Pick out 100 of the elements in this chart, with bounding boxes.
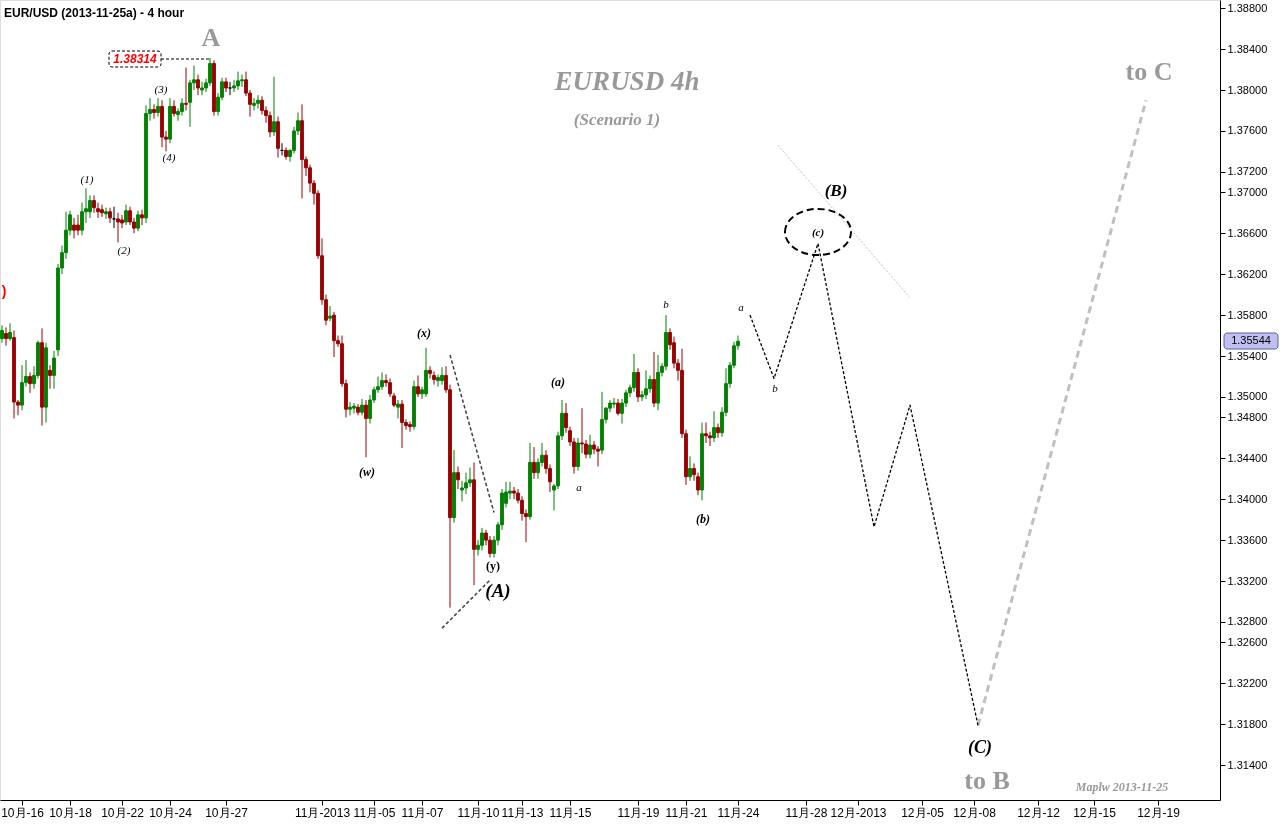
candlestick [356,403,360,416]
x-tick-label: 10月-18 [49,805,93,820]
x-tick-label: 11月-21 [665,805,708,820]
annotation: (C) [968,737,992,758]
candlestick [284,146,288,161]
y-tick-label: 1.34400 [1227,451,1268,464]
x-tick-label: 10月-16 [1,805,45,820]
annotation: EURUSD 4h [553,66,700,96]
candlestick [72,217,76,239]
candlestick [576,437,580,472]
candlestick [172,99,176,118]
candlestick [124,204,128,226]
x-tick-label: 11月-19 [617,805,660,820]
y-tick-label: 1.36600 [1227,226,1268,239]
annotation: (Scenario 1) [573,110,661,129]
y-tick-label: 1.37200 [1227,165,1268,178]
annotation: (4) [162,151,176,164]
annotation: (2) [117,244,131,257]
candlestick [236,71,240,91]
candlestick [712,410,716,443]
candlestick [436,373,440,388]
x-tick-label: 10月-24 [149,805,193,820]
candlestick [272,76,276,137]
candlestick [612,397,616,409]
candlestick [4,326,8,347]
x-tick-label: 11月-24 [717,805,760,820]
y-tick-label: 1.33200 [1227,574,1268,587]
y-tick-label: 1.38400 [1227,42,1268,55]
candlestick [180,97,184,117]
annotation: (c) [811,226,825,239]
x-tick-label: 10月-22 [101,805,145,820]
x-tick-label: 11月-15 [549,805,592,820]
annotation: (A) [485,580,511,602]
x-tick-label: 12月-08 [953,805,997,820]
candlestick [396,399,400,419]
candlestick [688,455,692,482]
candlestick [432,370,436,386]
x-tick-label: 12月-2013 [830,805,887,820]
y-tick-label: 1.35000 [1227,390,1268,403]
candlestick [416,374,420,398]
candlestick [588,434,592,459]
text: EUR/USD (2013-11-25a) - 4 hour [4,6,185,20]
candlestick [596,445,600,467]
candlestick [364,399,368,458]
x-tick-label: 10月-27 [205,805,249,820]
candlestick [400,399,404,449]
y-tick-label: 1.35400 [1227,349,1268,362]
candlestick [716,423,720,439]
y-tick-label: 1.33600 [1227,533,1268,546]
candlestick [580,407,584,454]
candlestick [28,371,32,394]
annotation: (w) [359,465,375,479]
y-tick-label: 1.37600 [1227,124,1268,137]
candlestick [0,324,4,344]
x-tick-label: 11月-07 [401,805,444,820]
candlestick [652,351,656,408]
x-tick-label: 11月-10 [457,805,500,820]
candlestick [108,207,112,224]
candlestick [136,210,140,232]
annotation: a [576,481,583,493]
candlestick [116,212,120,243]
annotation: (y) [486,559,500,573]
candlestick [100,204,104,218]
y-tick-label: 1.32200 [1227,676,1268,689]
candlestick [440,366,444,386]
y-tick-label: 1.35800 [1227,308,1268,321]
annotation: b [663,298,670,310]
candlestick [512,486,516,500]
annotation: (x) [417,326,431,340]
y-tick-label: 1.34800 [1227,410,1268,423]
candlestick [92,194,96,214]
x-tick-label: 11月-2013 [294,805,351,820]
candlestick [200,81,204,96]
candlestick [52,350,56,390]
annotation: b [772,382,779,394]
x-tick-label: 11月-05 [353,805,396,820]
x-tick-label: 11月-13 [501,805,544,820]
candlestick [156,97,160,118]
candlestick [104,207,108,220]
candlestick [380,371,384,391]
y-tick-label: 1.38800 [1227,1,1268,14]
candlestick [152,103,156,120]
annotation: (3) [154,83,168,96]
candlestick [240,74,244,88]
y-tick-label: 1.32600 [1227,635,1268,648]
annotation: A [201,23,221,52]
candlestick [352,402,356,414]
candlestick [408,420,412,433]
candlestick [644,369,648,400]
candlestick [8,322,12,342]
candlestick [424,347,428,398]
y-tick-label: 1.32800 [1227,615,1268,628]
candlestick [532,446,536,480]
candlestick [256,94,260,109]
x-tick-label: 12月-15 [1073,805,1117,820]
text: 1.35544 [1231,334,1271,346]
candlestick [140,209,144,226]
x-tick-label: 12月-12 [1017,805,1061,820]
y-tick-label: 1.37000 [1227,185,1268,198]
annotation: Maplw 2013-11-25 [1074,780,1169,794]
